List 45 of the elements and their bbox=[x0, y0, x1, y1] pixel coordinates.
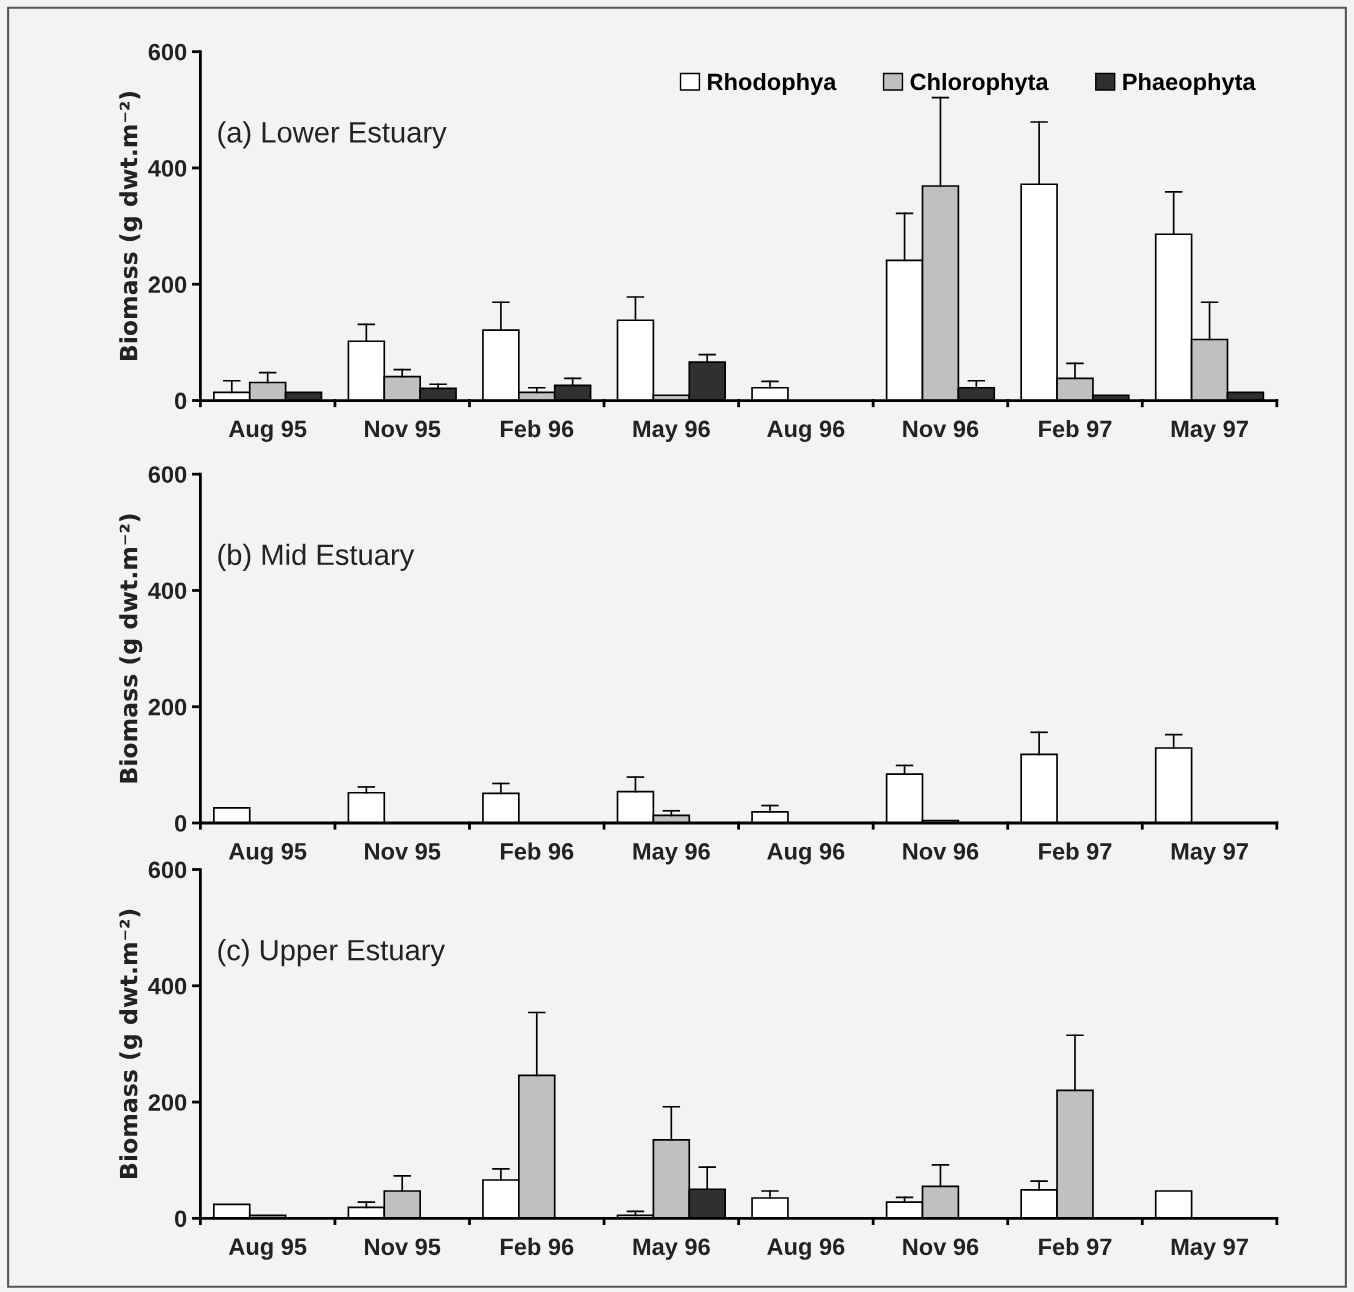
x-tick-label: Aug 96 bbox=[767, 1238, 845, 1260]
x-tick-label: Nov 96 bbox=[903, 843, 979, 860]
y-tick-label: 600 bbox=[148, 466, 187, 483]
y-tick-label: 200 bbox=[148, 698, 187, 716]
y-tick-label: 600 bbox=[148, 861, 187, 879]
x-tick-label: Nov 95 bbox=[365, 843, 441, 860]
x-tick-label: Feb 96 bbox=[500, 419, 574, 438]
y-tick-label: 0 bbox=[175, 815, 187, 832]
x-tick-label: May 97 bbox=[1171, 1238, 1248, 1260]
x-tick-label: Feb 97 bbox=[1039, 419, 1112, 438]
x-tick-label: Feb 96 bbox=[500, 1237, 574, 1256]
x-tick-label: May 96 bbox=[633, 843, 710, 865]
legend-label: Phaeophyta bbox=[1123, 72, 1256, 95]
y-tick-label: 200 bbox=[148, 276, 187, 294]
x-tick-label: Aug 96 bbox=[767, 420, 845, 442]
x-tick-label: Feb 96 bbox=[500, 842, 574, 860]
y-tick-label: 600 bbox=[148, 43, 187, 61]
x-tick-label: Feb 97 bbox=[1039, 842, 1112, 860]
y-tick-label: 0 bbox=[175, 392, 187, 410]
x-tick-label: Nov 96 bbox=[903, 420, 979, 438]
x-tick-label: May 97 bbox=[1171, 420, 1248, 442]
x-tick-label: Nov 95 bbox=[365, 1238, 441, 1256]
x-tick-label: May 97 bbox=[1171, 843, 1248, 865]
x-tick-label: May 96 bbox=[633, 420, 710, 442]
x-tick-label: Feb 97 bbox=[1039, 1237, 1112, 1256]
y-tick-label: 200 bbox=[148, 1094, 187, 1111]
legend-label: Rhodophya bbox=[708, 72, 837, 95]
y-tick-label: 400 bbox=[148, 160, 187, 177]
x-tick-label: Aug 95 bbox=[228, 1238, 307, 1260]
x-tick-label: Nov 96 bbox=[903, 1238, 979, 1256]
x-tick-label: Aug 95 bbox=[228, 420, 307, 442]
x-tick-label: Aug 95 bbox=[228, 842, 307, 865]
annotation: (a) Lower Estuary bbox=[218, 121, 447, 149]
y-tick-label: 0 bbox=[175, 1210, 187, 1228]
y-tick-label: 400 bbox=[148, 977, 187, 995]
annotation: (b) Mid Estuary bbox=[218, 543, 415, 571]
x-tick-label: Nov 95 bbox=[365, 420, 441, 438]
x-tick-label: May 96 bbox=[633, 1238, 710, 1260]
legend-label: Chlorophyta bbox=[910, 72, 1049, 95]
y-axis-title: Biomass (g dwt.m⁻²) bbox=[119, 909, 143, 1178]
y-axis-title: Biomass (g dwt.m⁻²) bbox=[119, 514, 143, 783]
y-tick-label: 400 bbox=[148, 582, 187, 600]
x-tick-label: Aug 96 bbox=[767, 842, 845, 865]
y-axis-title: Biomass (g dwt.m⁻²) bbox=[119, 92, 143, 361]
annotation: (c) Upper Estuary bbox=[218, 939, 446, 967]
